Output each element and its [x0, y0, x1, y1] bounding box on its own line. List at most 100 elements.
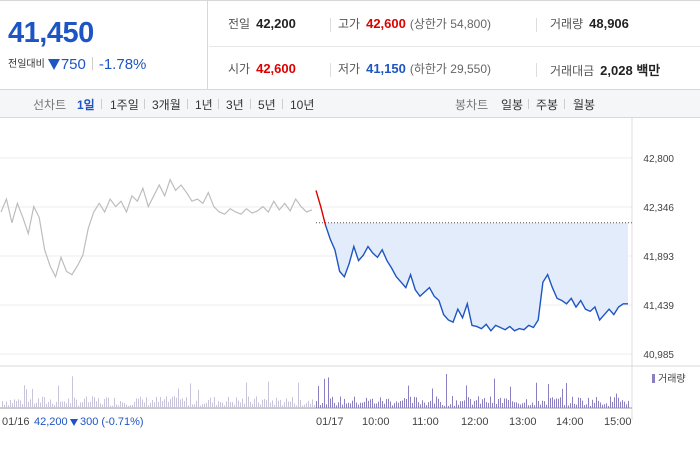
- volume-bar: [600, 402, 601, 408]
- volume-bar: [8, 405, 9, 408]
- volume-bar: [408, 385, 409, 408]
- volume-bar: [530, 405, 531, 408]
- volume-bar: [328, 377, 329, 408]
- prev-day-price-line: [0, 178, 313, 279]
- volume-bar: [148, 405, 149, 408]
- volume-bar: [482, 399, 483, 408]
- volume-bar: [72, 376, 73, 408]
- volume-bar: [200, 405, 201, 408]
- today-up-price-line: [315, 190, 327, 226]
- stat-label: 거래대금: [550, 64, 595, 78]
- volume-bar: [56, 401, 57, 408]
- volume-bar: [416, 397, 417, 408]
- volume-bar: [268, 381, 269, 408]
- volume-bar: [30, 399, 31, 408]
- volume-bar: [168, 401, 169, 408]
- price-summary: 41,450 전일대비 750 -1.78%: [0, 1, 208, 90]
- volume-bar: [94, 397, 95, 408]
- volume-bar: [14, 399, 15, 408]
- volume-bar: [152, 399, 153, 408]
- volume-bar: [486, 402, 487, 408]
- volume-bar: [628, 400, 629, 408]
- x-tick-label: 12:00: [461, 416, 489, 428]
- volume-bar: [570, 403, 571, 408]
- volume-bar: [516, 402, 517, 408]
- volume-bar: [476, 400, 477, 408]
- volume-bar: [58, 385, 59, 408]
- volume-bar: [610, 396, 611, 408]
- volume-bar: [246, 382, 247, 408]
- volume-bar: [84, 398, 85, 408]
- volume-bar: [470, 398, 471, 408]
- volume-bar: [298, 382, 299, 408]
- volume-bar: [518, 403, 519, 408]
- volume-bar: [284, 402, 285, 408]
- divider: [91, 57, 93, 70]
- volume-bar: [258, 402, 259, 408]
- volume-bar: [112, 405, 113, 408]
- tab-weekly-candle[interactable]: 주봉: [536, 98, 559, 112]
- tab-10y[interactable]: 10년: [290, 98, 315, 112]
- divider: [282, 99, 283, 109]
- volume-legend-swatch: [652, 374, 655, 383]
- y-tick-label: 41,439: [643, 301, 674, 312]
- volume-bar: [430, 400, 431, 408]
- volume-bar: [4, 404, 5, 408]
- volume-bar: [364, 401, 365, 408]
- volume-bar: [562, 388, 563, 408]
- stat-value: 42,600: [366, 16, 406, 31]
- tab-3m[interactable]: 3개월: [152, 98, 181, 112]
- volume-bar: [366, 397, 367, 408]
- volume-bar: [406, 398, 407, 408]
- volume-bar: [120, 401, 121, 408]
- volume-bar: [484, 398, 485, 408]
- volume-bar: [358, 404, 359, 408]
- stat-low: 저가 41,150 (하한가 29,550): [338, 60, 491, 77]
- volume-bar: [222, 402, 223, 408]
- stat-volume: 거래량 48,906: [550, 15, 629, 32]
- volume-bar: [546, 404, 547, 408]
- volume-bar: [528, 405, 529, 408]
- volume-bar: [302, 405, 303, 408]
- stat-value: 2,028 백만: [600, 63, 661, 78]
- tab-1w[interactable]: 1주일: [110, 98, 139, 112]
- volume-bar: [172, 396, 173, 408]
- volume-legend: 거래량: [658, 373, 686, 385]
- volume-bar: [426, 405, 427, 408]
- volume-bar: [160, 397, 161, 408]
- divider: [528, 99, 529, 109]
- volume-bar: [174, 396, 175, 408]
- volume-bar: [368, 400, 369, 408]
- y-tick-label: 41,893: [643, 252, 674, 263]
- volume-bar: [490, 396, 491, 408]
- tab-1y[interactable]: 1년: [195, 98, 213, 112]
- volume-bar: [32, 388, 33, 408]
- lower-limit: (하한가 29,550): [409, 62, 492, 76]
- volume-bar: [626, 404, 627, 408]
- volume-bar: [376, 403, 377, 408]
- volume-bar: [616, 393, 617, 408]
- tab-daily-candle[interactable]: 일봉: [501, 98, 524, 112]
- tab-monthly-candle[interactable]: 월봉: [573, 98, 596, 112]
- volume-bar: [66, 403, 67, 408]
- volume-bar: [188, 405, 189, 408]
- volume-bar: [140, 396, 141, 408]
- volume-bar: [214, 397, 215, 408]
- volume-bar: [590, 405, 591, 408]
- volume-bar: [224, 405, 225, 408]
- tab-5y[interactable]: 5년: [258, 98, 276, 112]
- x-tick-label: 13:00: [509, 416, 537, 428]
- volume-bar: [6, 401, 7, 408]
- volume-bar: [458, 404, 459, 408]
- volume-bar: [184, 400, 185, 408]
- tab-1d[interactable]: 1일: [77, 98, 95, 112]
- volume-bar: [110, 405, 111, 408]
- tab-3y[interactable]: 3년: [226, 98, 244, 112]
- volume-bar: [46, 403, 47, 408]
- volume-bar: [78, 405, 79, 408]
- volume-bar: [64, 401, 65, 408]
- volume-bar: [502, 403, 503, 408]
- chart-period-tabs: 선차트 1일 1주일 3개월 1년 3년 5년 10년 봉차트 일봉 주봉 월봉: [0, 90, 700, 118]
- volume-bar: [132, 404, 133, 408]
- volume-bar: [410, 396, 411, 408]
